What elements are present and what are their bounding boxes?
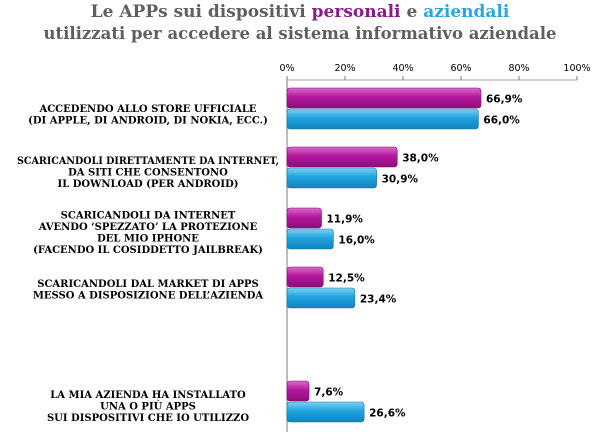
title-aziendali: aziendali [423,2,510,22]
x-tick-label: 100% [563,63,590,74]
category-label: SCARICANDOLI DIRETTAMENTE DA INTERNET, [17,156,279,167]
data-label-personali: 66,9% [486,94,523,106]
data-label-personali: 12,5% [328,273,365,285]
data-label-personali: 38,0% [402,153,439,165]
bar-aziendali [286,401,365,423]
bar-aziendali [286,167,377,189]
title-line-2: utilizzati per accedere al sistema infor… [43,24,557,43]
data-label-aziendali: 23,4% [360,294,397,306]
bar-personali [286,87,482,109]
data-label-aziendali: 26,6% [369,408,406,420]
title-personali: personali [311,2,401,22]
x-tick-label: 40% [392,63,413,74]
bar-aziendali [286,108,479,130]
bar-aziendali [286,287,356,309]
category-label: IL DOWNLOAD (PER ANDROID) [58,179,239,190]
bar-personali [286,266,324,288]
data-label-aziendali: 66,0% [483,115,520,127]
category-label: SCARICANDOLI DA INTERNET [61,210,236,221]
data-label-aziendali: 16,0% [338,235,375,247]
category-label: LA MIA AZIENDA HA INSTALLATO [50,390,246,401]
bar-personali [286,146,398,168]
category-label: SUI DISPOSITIVI CHE IO UTILIZZO [47,413,249,424]
category-label: DA SITI CHE CONSENTONO [68,168,228,179]
chart-title: Le APPs sui dispositivi personali e azie… [0,2,600,44]
category-label: UNA O PIÙ APPS [100,401,196,413]
title-text-1: Le APPs sui dispositivi [90,2,312,22]
x-tick-label: 60% [450,63,471,74]
data-label-personali: 7,6% [314,387,344,399]
category-label: ACCEDENDO ALLO STORE UFFICIALE [38,104,256,115]
x-tick-label: 20% [334,63,355,74]
bar-personali [286,380,310,402]
data-label-personali: 11,9% [327,214,364,226]
data-label-aziendali: 30,9% [382,174,419,186]
category-label: DEL MIO IPHONE [97,233,199,244]
category-label: SCARICANDOLI DAL MARKET DI APPS [37,279,259,290]
title-text-2: e [400,2,424,22]
x-tick-label: 80% [508,63,529,74]
category-label: (DI APPLE, DI ANDROID, DI NOKIA, ECC.) [28,115,268,126]
bar-personali [286,207,322,229]
category-label: MESSO A DISPOSIZIONE DELL’AZIENDA [33,290,264,301]
category-label: AVENDO ‘SPEZZATO’ LA PROTEZIONE [38,222,258,233]
category-label: (FACENDO IL COSIDDETTO JAILBREAK) [33,245,263,256]
x-tick-label: 0% [279,63,294,74]
bar-aziendali [286,228,334,250]
